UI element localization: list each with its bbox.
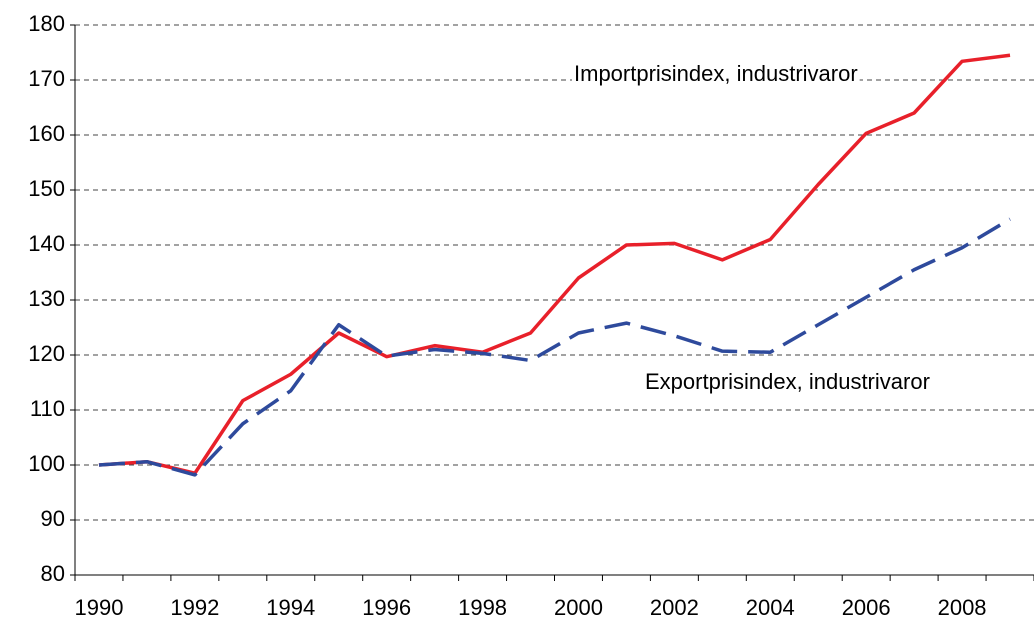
x-tick-label: 1994 bbox=[266, 595, 315, 620]
x-tick-label: 2002 bbox=[650, 595, 699, 620]
y-tick-label: 160 bbox=[28, 121, 65, 146]
y-tick-label: 170 bbox=[28, 66, 65, 91]
series-label: Exportprisindex, industrivaror bbox=[645, 369, 930, 394]
x-tick-label: 2004 bbox=[746, 595, 795, 620]
y-tick-label: 150 bbox=[28, 176, 65, 201]
y-tick-label: 80 bbox=[41, 561, 65, 586]
series-label: Importprisindex, industrivaror bbox=[574, 61, 858, 86]
y-tick-label: 110 bbox=[30, 396, 65, 421]
x-tick-label: 1990 bbox=[74, 595, 123, 620]
x-tick-label: 2000 bbox=[554, 595, 603, 620]
x-tick-label: 1998 bbox=[458, 595, 507, 620]
y-tick-label: 90 bbox=[41, 506, 65, 531]
x-tick-label: 1996 bbox=[362, 595, 411, 620]
series-line bbox=[98, 53, 1011, 475]
series-line bbox=[98, 217, 1011, 477]
x-tick-label: 2008 bbox=[938, 595, 987, 620]
x-tick-label: 1992 bbox=[170, 595, 219, 620]
x-tick-label: 2006 bbox=[842, 595, 891, 620]
label-bg bbox=[572, 60, 860, 86]
y-tick-label: 100 bbox=[28, 451, 65, 476]
label-bg bbox=[643, 368, 932, 394]
y-tick-label: 130 bbox=[28, 286, 65, 311]
y-tick-label: 180 bbox=[28, 11, 65, 36]
y-tick-label: 140 bbox=[28, 231, 65, 256]
y-tick-label: 120 bbox=[28, 341, 65, 366]
